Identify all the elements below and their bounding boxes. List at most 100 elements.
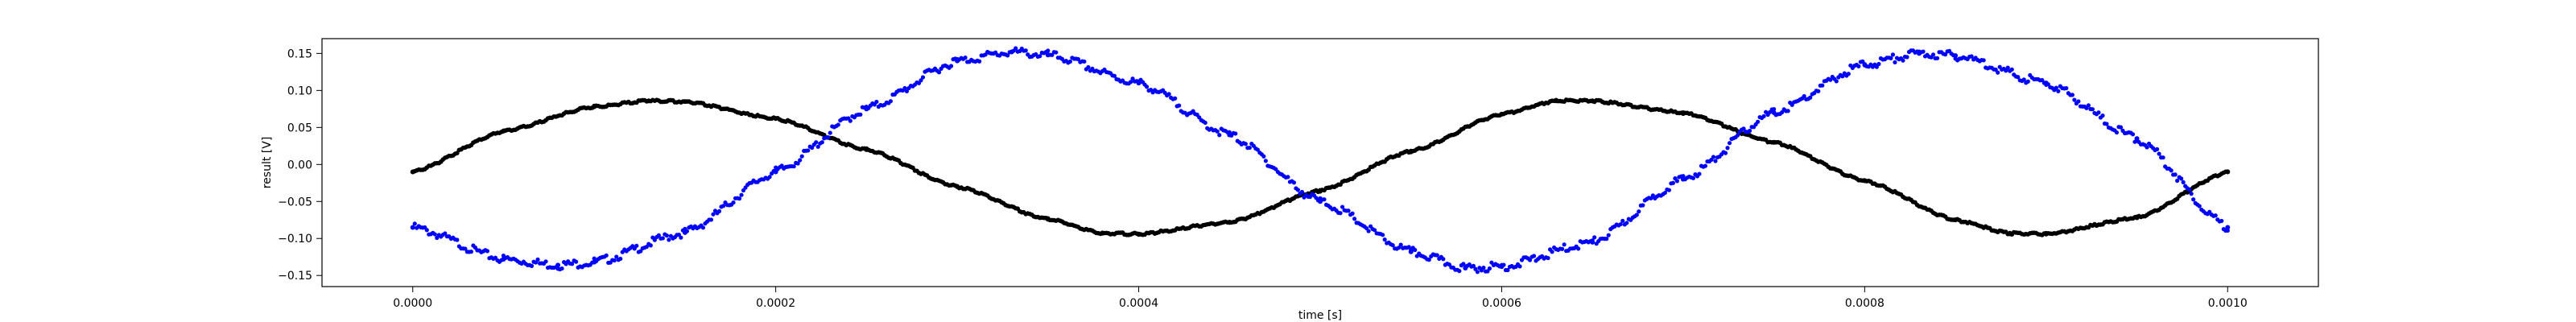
sample-dot (424, 228, 429, 233)
sample-dot (1846, 72, 1851, 76)
sample-dot (1681, 174, 1686, 179)
sample-dot (1921, 49, 1926, 54)
sample-dot (1390, 243, 1395, 248)
sample-dot (664, 233, 669, 238)
sample-dot (1128, 80, 1133, 85)
sample-dot (432, 232, 437, 237)
sample-dot (559, 266, 564, 271)
sample-dot (1203, 120, 1208, 126)
sample-dot (1634, 213, 1639, 217)
sample-dot (1291, 180, 1297, 185)
sample-dot (888, 99, 894, 104)
series-1 (410, 97, 2231, 237)
sample-dot (1590, 238, 1595, 243)
sample-dot (2009, 67, 2014, 72)
sample-dot (1413, 247, 1418, 253)
sample-dot (1755, 119, 1761, 124)
sample-dot (2086, 103, 2091, 108)
sample-dot (963, 56, 968, 60)
sample-dot (660, 236, 665, 241)
sample-dot (1227, 130, 1232, 134)
sample-dot (1013, 46, 1018, 51)
x-tick-label: 0.0000 (393, 297, 432, 310)
sample-dot (1487, 266, 1492, 271)
sample-dot (2016, 75, 2021, 80)
sample-dot (1606, 233, 1611, 237)
sample-dot (1263, 159, 1268, 163)
sample-dot (1996, 70, 2000, 75)
sample-dot (1546, 255, 1550, 261)
sample-dot (411, 225, 415, 230)
sample-dot (1397, 246, 1402, 250)
sample-dot (874, 99, 879, 105)
sample-dot (1527, 258, 1533, 262)
x-axis: 0.0000 0.0002 0.0004 0.0006 0.0008 0.0010 (393, 287, 2248, 310)
sample-dot (836, 122, 840, 127)
sample-dot (1517, 264, 1522, 269)
sample-dot (1741, 126, 1746, 131)
sample-dot (614, 254, 619, 259)
sample-dot (2076, 99, 2081, 104)
sample-dot (1560, 246, 1565, 251)
sample-dot (1951, 53, 1956, 58)
sample-dot (1381, 233, 1385, 237)
sample-dot (739, 192, 744, 197)
sample-dot (1666, 188, 1671, 192)
sample-dot (1350, 211, 1355, 216)
x-tick-label: 0.0004 (1119, 297, 1158, 310)
sample-dot (533, 260, 539, 265)
sample-dot (815, 144, 820, 149)
sample-dot (799, 154, 804, 159)
sample-dot (1067, 59, 1072, 64)
sample-dot (2056, 89, 2061, 93)
sample-dot (656, 233, 661, 237)
sample-dot (412, 221, 417, 226)
sample-dot (1322, 197, 1327, 202)
sample-dot (1969, 54, 1974, 59)
sample-dot (2175, 178, 2180, 184)
sample-dot (1624, 221, 1629, 225)
sample-dot (948, 64, 954, 68)
sample-dot (1501, 262, 1506, 267)
sample-dot (634, 243, 639, 248)
sample-dot (1816, 89, 1821, 93)
sample-dot (1618, 221, 1623, 227)
data-point (2225, 225, 2231, 230)
sample-dot (1340, 204, 1345, 209)
sample-dot (1856, 64, 1861, 68)
sample-dot (2021, 77, 2026, 82)
y-tick-label: −0.05 (278, 196, 312, 208)
sample-dot (1576, 246, 1581, 251)
sample-dot (1876, 61, 1881, 67)
sample-dot (737, 196, 742, 201)
sample-dot (2114, 130, 2120, 135)
sample-dot (1352, 217, 1357, 221)
sample-dot (590, 260, 595, 265)
sample-dot (1725, 146, 1730, 151)
sample-dot (2096, 110, 2101, 115)
sample-dot (771, 168, 776, 174)
sample-dot (1761, 114, 1766, 118)
sample-dot (1889, 56, 1893, 60)
sample-dot (612, 258, 617, 263)
sample-dot (1874, 64, 1879, 69)
sample-dot (2104, 122, 2109, 126)
x-tick-label: 0.0006 (1482, 297, 1521, 310)
sample-dot (1893, 60, 1897, 64)
sample-dot (711, 212, 716, 217)
sample-dot (828, 130, 832, 135)
sample-dot (1780, 109, 1785, 115)
sample-dot (1641, 203, 1645, 208)
sample-dot (1735, 133, 1740, 138)
sample-dot (1255, 147, 1260, 152)
sample-dot (469, 250, 473, 254)
sample-dot (1426, 258, 1431, 262)
sample-dot (936, 70, 942, 75)
sample-dot (1177, 103, 1182, 108)
sample-dot (2187, 187, 2192, 192)
sample-dot (1233, 131, 1238, 136)
sample-dot (1166, 92, 1171, 97)
sample-dot (648, 243, 653, 248)
sample-dot (1802, 93, 1806, 99)
